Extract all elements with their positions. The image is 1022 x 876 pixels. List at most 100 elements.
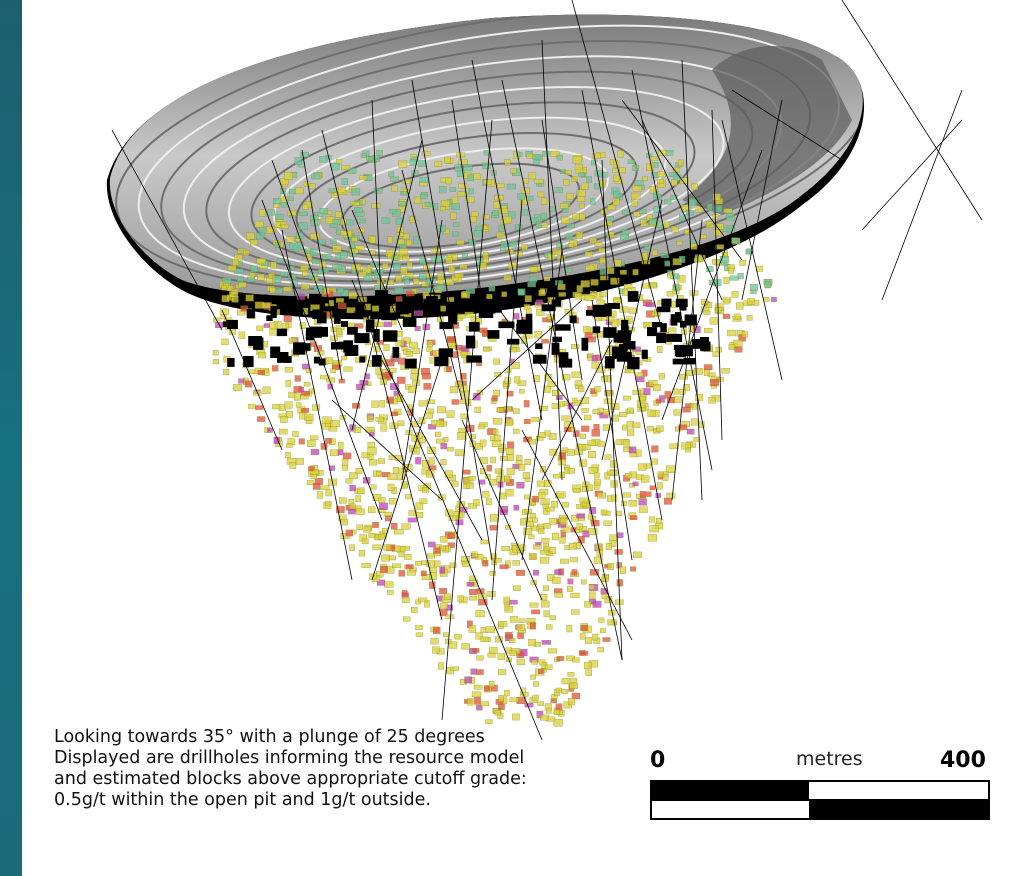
- resource-block: [739, 260, 747, 266]
- resource-block: [574, 293, 582, 300]
- resource-block: [695, 394, 704, 401]
- resource-block: [723, 276, 730, 284]
- resource-block: [571, 371, 581, 378]
- resource-block: [504, 377, 512, 384]
- caption-line-1: Looking towards 35° with a plunge of 25 …: [54, 727, 485, 747]
- resource-block: [516, 651, 525, 659]
- resource-block: [475, 610, 485, 618]
- resource-block: [369, 249, 376, 255]
- resource-block: [288, 188, 296, 195]
- resource-block: [256, 325, 264, 331]
- resource-block: [671, 179, 678, 187]
- resource-block: [465, 288, 476, 294]
- pit-floor-shadow: [581, 337, 589, 351]
- resource-block: [681, 442, 691, 450]
- resource-block: [604, 454, 612, 460]
- resource-block: [548, 433, 557, 440]
- resource-block: [532, 517, 538, 523]
- resource-block: [256, 258, 266, 264]
- resource-block: [649, 516, 655, 523]
- resource-block: [607, 316, 615, 323]
- resource-block: [496, 183, 505, 189]
- resource-block: [337, 186, 346, 194]
- resource-block: [482, 329, 488, 337]
- drillhole-trace: [401, 219, 443, 481]
- resource-block: [610, 277, 620, 285]
- resource-block: [375, 321, 384, 327]
- resource-block: [551, 500, 558, 508]
- resource-block: [636, 400, 647, 408]
- pit-floor-shadow: [699, 337, 709, 343]
- resource-block: [552, 473, 561, 479]
- resource-block: [301, 408, 310, 413]
- resource-block: [611, 494, 618, 502]
- resource-block: [617, 150, 625, 158]
- pit-floor-shadow: [674, 346, 686, 357]
- figure-panel: Looking towards 35° with a plunge of 25 …: [22, 0, 1022, 876]
- resource-block: [351, 236, 358, 242]
- resource-block: [731, 237, 739, 244]
- drillhole-trace: [491, 299, 583, 421]
- resource-block: [427, 446, 436, 454]
- resource-block: [464, 676, 472, 684]
- resource-block: [566, 625, 573, 633]
- resource-block: [324, 357, 333, 364]
- resource-block: [632, 481, 639, 487]
- pit-floor-shadow: [316, 312, 327, 324]
- resource-block: [507, 249, 514, 255]
- resource-block: [341, 178, 348, 185]
- resource-block: [433, 626, 441, 635]
- resource-block: [340, 519, 349, 526]
- resource-block: [438, 185, 447, 194]
- resource-block: [461, 345, 470, 352]
- resource-block: [544, 374, 553, 381]
- resource-block: [322, 253, 332, 260]
- pit-floor-shadow: [276, 352, 289, 362]
- resource-block: [520, 518, 527, 526]
- resource-block: [472, 173, 481, 180]
- resource-block: [606, 216, 614, 222]
- resource-block: [400, 268, 408, 275]
- resource-block: [393, 263, 401, 270]
- resource-block: [392, 254, 399, 261]
- resource-block: [712, 351, 720, 358]
- resource-block: [570, 609, 580, 615]
- resource-block: [473, 393, 481, 401]
- scale-bar-graphic: [650, 780, 990, 820]
- resource-block: [461, 253, 468, 258]
- resource-block: [411, 348, 420, 354]
- resource-block: [639, 506, 648, 513]
- resource-block: [393, 467, 399, 474]
- resource-block: [541, 212, 548, 220]
- resource-block: [568, 698, 575, 706]
- resource-block: [255, 405, 264, 410]
- resource-block: [330, 420, 340, 427]
- drillhole-trace: [641, 119, 723, 301]
- 3d-model-view: [106, 0, 983, 741]
- resource-block: [498, 669, 507, 675]
- pit-floor-shadow: [608, 303, 620, 309]
- resource-block: [442, 632, 450, 638]
- pit-floor-shadow: [657, 306, 671, 313]
- resource-block: [729, 275, 739, 281]
- resource-block: [569, 682, 579, 689]
- resource-block: [468, 239, 476, 246]
- pit-floor-shadow: [404, 358, 417, 369]
- resource-block: [564, 268, 573, 273]
- resource-block: [383, 344, 390, 351]
- resource-block: [493, 358, 500, 365]
- resource-block: [330, 238, 337, 244]
- resource-block: [394, 287, 404, 294]
- resource-block: [566, 193, 574, 200]
- resource-block: [715, 346, 722, 353]
- resource-block: [531, 659, 538, 665]
- resource-block: [504, 632, 513, 639]
- resource-block: [404, 554, 412, 560]
- resource-block: [722, 313, 731, 319]
- resource-block: [489, 647, 498, 654]
- resource-block: [362, 477, 371, 484]
- resource-block: [535, 299, 543, 306]
- resource-block: [348, 168, 357, 174]
- resource-block: [537, 191, 545, 198]
- pit-floor-shadow: [555, 324, 571, 331]
